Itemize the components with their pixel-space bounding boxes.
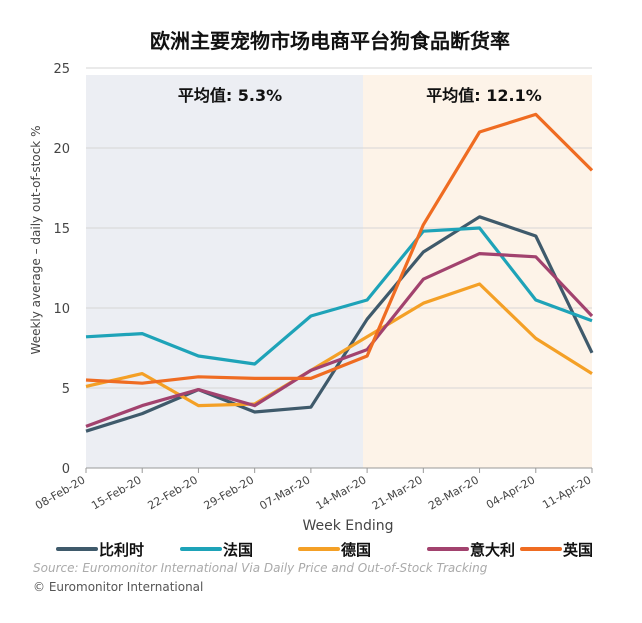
legend-item: 英国 (522, 541, 593, 559)
legend-label: 英国 (563, 541, 593, 559)
x-tick-label: 29-Feb-20 (202, 473, 256, 512)
chart-title: 欧洲主要宠物市场电商平台狗食品断货率 (150, 29, 510, 53)
y-tick-label: 0 (62, 462, 70, 477)
x-tick-label: 04-Apr-20 (484, 473, 537, 511)
legend-label: 法国 (223, 541, 253, 559)
post-period-average: 平均值: 12.1% (426, 86, 541, 105)
legend-item: 德国 (300, 541, 371, 559)
legend-label: 德国 (341, 541, 371, 559)
source-note: Source: Euromonitor International Via Da… (33, 561, 488, 575)
y-tick-label: 25 (53, 62, 70, 77)
x-tick-label: 28-Mar-20 (426, 473, 481, 512)
x-tick-label: 15-Feb-20 (89, 473, 143, 512)
legend-item: 意大利 (429, 541, 515, 559)
copyright-note: © Euromonitor International (33, 580, 203, 594)
legend-item: 比利时 (58, 541, 144, 559)
x-tick-label: 11-Apr-20 (540, 473, 593, 511)
y-tick-label: 5 (62, 382, 70, 397)
legend-label: 意大利 (470, 541, 515, 559)
y-tick-label: 15 (53, 222, 70, 237)
x-axis-label: Week Ending (302, 518, 393, 534)
pre-period-average: 平均值: 5.3% (178, 86, 282, 105)
x-tick-label: 07-Mar-20 (257, 473, 312, 512)
y-tick-label: 10 (53, 302, 70, 317)
y-tick-label: 20 (53, 142, 70, 157)
y-axis-label: Weekly average – daily out-of-stock % (29, 126, 43, 355)
legend-label: 比利时 (99, 541, 144, 559)
x-tick-label: 21-Mar-20 (370, 473, 425, 512)
legend-item: 法国 (182, 541, 253, 559)
x-tick-label: 08-Feb-20 (33, 473, 87, 512)
pre-period-shading (86, 75, 363, 468)
x-tick-label: 22-Feb-20 (145, 473, 199, 512)
x-tick-label: 14-Mar-20 (314, 473, 369, 512)
